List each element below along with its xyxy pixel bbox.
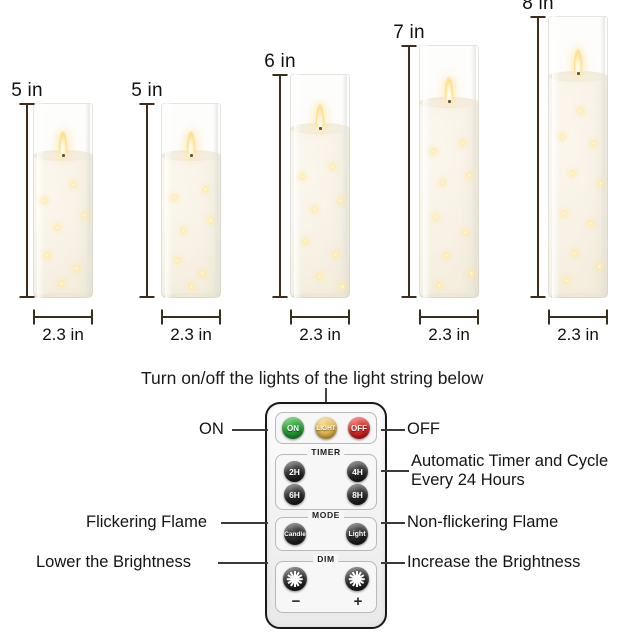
height-dimension: 7 in (393, 22, 425, 298)
mode-title: MODE (308, 510, 344, 520)
height-dimension: 6 in (264, 51, 296, 298)
power-panel: ON LIGHT OFF (275, 412, 377, 444)
width-dimension: 2.3 in (33, 309, 93, 344)
on-button-label: ON (287, 423, 299, 433)
candle-item: 8 in 2.3 in (522, 0, 613, 345)
mode-light-button[interactable]: Light (346, 523, 368, 545)
light-string-caption: Turn on/off the lights of the light stri… (141, 368, 484, 388)
dim-panel: DIM (275, 554, 377, 613)
callout-timer-line2: Every 24 Hours (411, 471, 525, 490)
timer-2h-button[interactable]: 2H (284, 461, 305, 482)
height-label: 5 in (11, 80, 43, 101)
flame-icon (444, 77, 454, 103)
mode-light-label: Light (348, 530, 366, 538)
dim-minus-sign: − (291, 593, 301, 610)
timer-4h-button[interactable]: 4H (347, 461, 368, 482)
callout-off-leader (381, 429, 405, 431)
candle-figure (161, 103, 221, 298)
flame-icon (186, 131, 196, 157)
width-label: 2.3 in (557, 325, 599, 344)
callout-nonflickering-flame: Non-flickering Flame (407, 513, 559, 531)
width-dimension: 2.3 in (419, 309, 479, 344)
width-label: 2.3 in (299, 325, 341, 344)
callout-timer-line1: Automatic Timer and Cycle (411, 452, 609, 470)
dim-increase-button[interactable] (345, 567, 369, 591)
candle-item: 6 in 2.3 in (264, 0, 355, 345)
dim-plus-sign: + (353, 593, 363, 610)
light-button-label: LIGHT (316, 424, 336, 432)
callout-timer-leader (381, 470, 409, 472)
height-label: 8 in (522, 0, 554, 14)
callout-on: ON (199, 420, 224, 438)
candle-lineup: 5 in 2.3 in (0, 0, 640, 345)
width-dimension: 2.3 in (290, 309, 350, 344)
candle-figure (548, 16, 608, 298)
mode-candle-label: Candle (284, 530, 306, 538)
width-dimension: 2.3 in (548, 309, 608, 344)
flame-icon (315, 104, 325, 130)
candle-figure (33, 103, 93, 298)
height-label: 6 in (264, 51, 296, 72)
timer-2h-label: 2H (289, 466, 300, 477)
timer-title: TIMER (307, 447, 345, 457)
dim-decrease-button[interactable] (283, 567, 307, 591)
callout-off: OFF (407, 420, 440, 438)
height-label: 5 in (131, 80, 163, 101)
callout-flickering-flame-leader (221, 522, 268, 524)
off-button[interactable]: OFF (348, 417, 370, 439)
callout-lower-brightness-leader (218, 562, 268, 564)
callout-nonflickering-leader (381, 522, 405, 524)
height-label: 7 in (393, 22, 425, 43)
timer-6h-label: 6H (289, 489, 300, 500)
width-label: 2.3 in (42, 325, 84, 344)
candle-item: 5 in 2.3 in (131, 0, 226, 345)
width-dimension: 2.3 in (161, 309, 221, 344)
candle-item: 7 in 2.3 in (393, 0, 484, 345)
mode-panel: MODE Candle Light (275, 510, 377, 551)
caption-leader-line (325, 388, 327, 414)
callout-increase-brightness: Increase the Brightness (407, 553, 581, 571)
mode-candle-button[interactable]: Candle (284, 523, 306, 545)
flame-icon (573, 49, 583, 75)
timer-panel: TIMER 2H 4H 6H 8H (275, 447, 377, 510)
timer-8h-label: 8H (352, 489, 363, 500)
width-label: 2.3 in (428, 325, 470, 344)
callout-lower-brightness: Lower the Brightness (36, 553, 192, 571)
brightness-high-icon (349, 571, 366, 588)
callout-increase-brightness-leader (381, 562, 405, 564)
candle-item: 5 in 2.3 in (11, 0, 98, 345)
dim-title: DIM (313, 554, 339, 564)
flame-icon (58, 131, 68, 157)
brightness-low-icon (287, 571, 304, 588)
height-dimension: 8 in (522, 0, 554, 298)
timer-8h-button[interactable]: 8H (347, 484, 368, 505)
on-button[interactable]: ON (282, 417, 304, 439)
height-dimension: 5 in (11, 80, 43, 298)
width-label: 2.3 in (170, 325, 212, 344)
timer-6h-button[interactable]: 6H (284, 484, 305, 505)
callout-flickering-flame: Flickering Flame (86, 513, 208, 531)
light-button[interactable]: LIGHT (315, 417, 337, 439)
glass-sleeve (419, 45, 479, 298)
height-dimension: 5 in (131, 80, 163, 298)
callout-automatic-timer: Automatic Timer and Cycle Every 24 Hours (411, 452, 639, 491)
candle-figure (290, 74, 350, 298)
off-button-label: OFF (351, 423, 367, 433)
candle-figure (419, 45, 479, 298)
callout-on-leader (232, 429, 268, 431)
remote-control[interactable]: ON LIGHT OFF TIMER 2H 4H 6H 8H (265, 402, 387, 629)
timer-4h-label: 4H (352, 466, 363, 477)
